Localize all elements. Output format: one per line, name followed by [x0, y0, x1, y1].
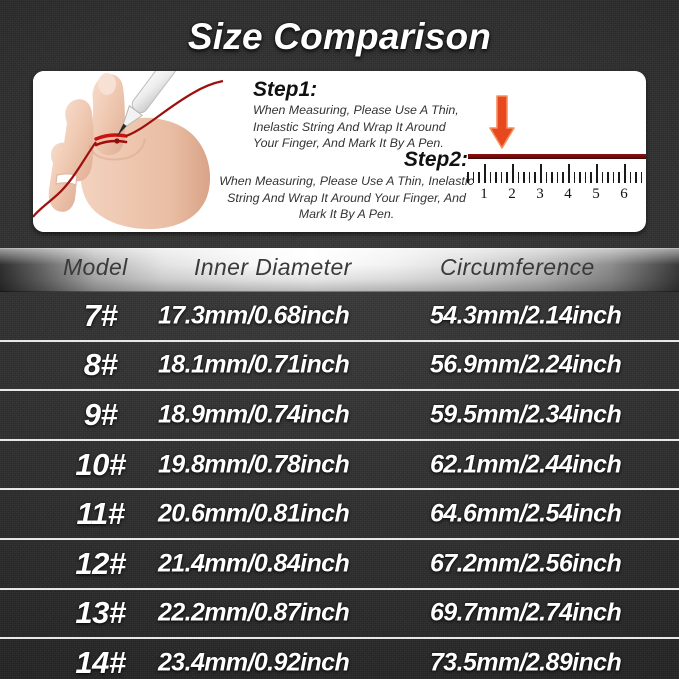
- ruler-tick-minor: [472, 172, 475, 183]
- ruler-tick-minor: [500, 172, 503, 183]
- cell-model: 10#: [75, 446, 126, 482]
- table-row: 10# 19.8mm/0.78inch 62.1mm/2.44inch: [0, 441, 679, 491]
- cell-model: 11#: [76, 496, 125, 532]
- ruler-tick-minor: [517, 172, 520, 183]
- cell-inner-diameter: 18.9mm/0.74inch: [158, 400, 350, 429]
- table-row: 11# 20.6mm/0.81inch 64.6mm/2.54inch: [0, 490, 679, 540]
- cell-circumference: 73.5mm/2.89inch: [430, 648, 622, 677]
- ruler-tick-major: [568, 164, 570, 183]
- cell-circumference: 64.6mm/2.54inch: [430, 499, 622, 528]
- ruler-tick-major: [596, 164, 598, 183]
- table-row: 9# 18.9mm/0.74inch 59.5mm/2.34inch: [0, 391, 679, 441]
- table-row: 8# 18.1mm/0.71inch 56.9mm/2.24inch: [0, 342, 679, 392]
- cell-circumference: 62.1mm/2.44inch: [430, 450, 622, 479]
- ruler-tick-minor: [618, 172, 620, 183]
- cell-inner-diameter: 22.2mm/0.87inch: [158, 598, 350, 627]
- table-row: 13# 22.2mm/0.87inch 69.7mm/2.74inch: [0, 590, 679, 640]
- ruler-number: 1: [480, 186, 488, 202]
- table-row: 14# 23.4mm/0.92inch 73.5mm/2.89inch: [0, 639, 679, 679]
- column-header-circumference: Circumference: [440, 254, 595, 280]
- ruler-number: 5: [592, 186, 600, 202]
- ruler-tick-minor: [506, 172, 508, 183]
- cell-model: 8#: [83, 347, 118, 383]
- step-instructions: Step1: When Measuring, Please Use A Thin…: [219, 71, 474, 232]
- instruction-card: Step1: When Measuring, Please Use A Thin…: [33, 71, 646, 232]
- ruler-tick-minor: [489, 172, 492, 183]
- ruler-tick-minor: [601, 172, 604, 183]
- ruler-tick-minor: [629, 172, 632, 183]
- cell-model: 9#: [83, 396, 118, 432]
- ruler-number: 6: [620, 186, 628, 202]
- cell-circumference: 67.2mm/2.56inch: [430, 549, 622, 578]
- cell-model: 12#: [75, 545, 126, 581]
- cell-circumference: 56.9mm/2.24inch: [430, 350, 622, 379]
- cell-inner-diameter: 20.6mm/0.81inch: [158, 499, 350, 528]
- ruler-tick-minor: [562, 172, 564, 183]
- size-table: Model Inner Diameter Circumference 7# 17.…: [0, 248, 679, 679]
- cell-model: 7#: [83, 297, 118, 333]
- ruler-tick-major: [484, 164, 486, 183]
- ruler-tick-major: [540, 164, 542, 183]
- step2-body: When Measuring, Please Use A Thin, Inela…: [219, 174, 474, 221]
- page-title: Size Comparison: [187, 16, 492, 57]
- ruler-tick-minor: [523, 172, 525, 183]
- step1-body: When Measuring, Please Use A Thin, Inela…: [253, 103, 459, 150]
- table-body: 7# 17.3mm/0.68inch 54.3mm/2.14inch 8# 18.1mm…: [0, 292, 679, 679]
- ruler-tick-minor: [590, 172, 592, 183]
- ruler-illustration: 1234567: [467, 71, 646, 232]
- ruler-tick-minor: [545, 172, 548, 183]
- ruler-tick-minor: [635, 172, 637, 183]
- step2-heading: Step2:: [403, 148, 468, 171]
- cell-circumference: 54.3mm/2.14inch: [430, 301, 622, 330]
- cell-inner-diameter: 18.1mm/0.71inch: [158, 350, 350, 379]
- cell-model: 14#: [75, 644, 126, 679]
- cell-inner-diameter: 23.4mm/0.92inch: [158, 648, 350, 677]
- hand-illustration: [33, 71, 225, 232]
- ruler-tick-minor: [607, 172, 609, 183]
- ruler-tick-major: [512, 164, 514, 183]
- ruler-tick-minor: [640, 172, 643, 183]
- down-arrow-icon-left: [489, 95, 515, 150]
- cell-inner-diameter: 21.4mm/0.84inch: [158, 549, 350, 578]
- ruler-tick-minor: [584, 172, 587, 183]
- ruler-tick-minor: [528, 172, 531, 183]
- ruler-tick-minor: [478, 172, 480, 183]
- cell-circumference: 59.5mm/2.34inch: [430, 400, 622, 429]
- table-row: 12# 21.4mm/0.84inch 67.2mm/2.56inch: [0, 540, 679, 590]
- column-header-model: Model: [63, 254, 128, 280]
- ruler-tick-minor: [612, 172, 615, 183]
- cell-inner-diameter: 17.3mm/0.68inch: [158, 301, 350, 330]
- ruler-number: 2: [508, 186, 516, 202]
- ruler-tick-minor: [579, 172, 581, 183]
- ruler-tick-minor: [495, 172, 497, 183]
- table-row: 7# 17.3mm/0.68inch 54.3mm/2.14inch: [0, 292, 679, 342]
- ruler-number: 4: [564, 186, 572, 202]
- ruler-tick-minor: [573, 172, 576, 183]
- cell-model: 13#: [75, 595, 126, 631]
- ruler-tick-minor: [551, 172, 553, 183]
- column-header-inner-diameter: Inner Diameter: [194, 254, 352, 280]
- cell-circumference: 69.7mm/2.74inch: [430, 598, 622, 627]
- ruler-tick-major: [624, 164, 626, 183]
- ruler-number: 3: [536, 186, 544, 202]
- ruler-scale: 1234567: [466, 163, 646, 203]
- step1-heading: Step1:: [253, 78, 318, 101]
- table-header-row: Model Inner Diameter Circumference: [0, 248, 679, 292]
- ruler-tick-minor: [467, 172, 469, 183]
- ruler-tick-minor: [534, 172, 536, 183]
- cell-inner-diameter: 19.8mm/0.78inch: [158, 450, 350, 479]
- measurement-line: [468, 154, 646, 159]
- ruler-tick-minor: [556, 172, 559, 183]
